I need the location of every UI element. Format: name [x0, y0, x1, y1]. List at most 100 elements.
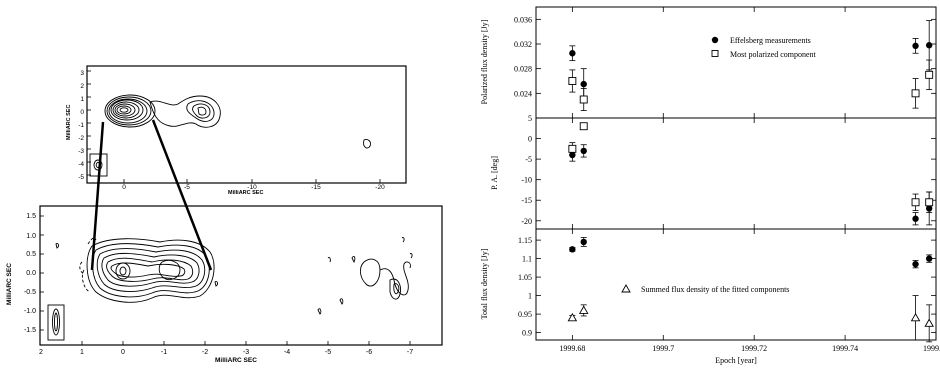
bottom-map-xtick: -1	[161, 349, 167, 356]
ytick-label: 0.032	[514, 40, 532, 49]
legend-polarized-marker	[711, 50, 719, 57]
data-point-triangle	[578, 305, 589, 314]
top-map-contours	[93, 94, 371, 171]
panel-polarized-ylabel: Polarized flux density [Jy]	[480, 19, 489, 104]
ytick-label: 0.036	[514, 15, 532, 24]
panel-pa-frame	[535, 117, 937, 230]
data-point-circle	[580, 147, 587, 155]
data-point-circle	[925, 255, 933, 262]
bottom-map-xtick: 2	[39, 349, 43, 356]
top-map-xticks: 0 -5 -10 -15 -20	[122, 184, 385, 191]
ytick-label: 0	[528, 135, 532, 144]
top-map-ytick: -2	[78, 135, 84, 142]
panel-total: Total flux density [Jy] 1.15 1.1 1.05 1 0.95…	[480, 228, 940, 365]
legend-summed-label: Summed flux density of the fitted compon…	[641, 285, 789, 294]
top-map-ytick: 0	[80, 109, 84, 116]
top-map-xtick: 0	[122, 184, 126, 191]
data-point-triangle	[910, 312, 921, 322]
panel-total-xlabel: Epoch [year]	[715, 356, 757, 365]
ytick-label: 1.1	[522, 255, 532, 264]
ytick-label: -20	[521, 217, 532, 226]
xtick-label: 1999.74	[832, 344, 858, 353]
panel-pa: P. A. [deg] 5 0 -5 -10 -15 -20	[490, 114, 937, 230]
data-point-circle	[912, 42, 919, 50]
bottom-map-xtick: -6	[366, 349, 372, 356]
data-point-square	[925, 70, 934, 79]
panel-pa-ylabel: P. A. [deg]	[490, 156, 499, 190]
data-point-circle	[912, 215, 919, 222]
data-point-circle	[580, 80, 587, 88]
top-map-ytick: -5	[78, 174, 84, 181]
legend-effelsberg-marker	[711, 36, 719, 44]
top-map-ytick: -1	[78, 122, 84, 129]
panel-polarized-yaxis: 0.036 0.032 0.028 0.024	[514, 7, 937, 118]
panel-pa-yaxis: 5 0 -5 -10 -15 -20	[521, 114, 937, 229]
bottom-map-ytick: 0.0	[26, 270, 36, 277]
xtick-label: 1999.72	[741, 344, 767, 353]
top-map-xtick: -5	[184, 184, 190, 191]
bottom-map-contours	[52, 237, 413, 336]
ytick-label: 0.95	[518, 310, 532, 319]
bottom-map-frame	[39, 205, 443, 346]
bottom-map-ytick: -0.5	[24, 289, 36, 296]
xtick-label: 1999.7	[652, 344, 674, 353]
bottom-map-tickmarks	[40, 215, 411, 345]
bottom-map-xtick: -3	[243, 349, 249, 356]
ytick-label: -10	[521, 176, 532, 185]
panel-polarized-legend: Effelsberg measurements Most polarized c…	[711, 36, 817, 59]
top-map-xlabel: MilliARC SEC	[228, 190, 263, 196]
ytick-label: -5	[525, 155, 532, 164]
top-map-ylabel: MilliARC SEC	[66, 105, 72, 140]
bottom-map-xtick: -5	[325, 349, 331, 356]
legend-effelsberg-label: Effelsberg measurements	[730, 36, 811, 45]
bottom-map-xtick: -2	[202, 349, 208, 356]
panel-polarized-marks	[568, 20, 934, 111]
data-point-square	[579, 122, 588, 131]
panel-total-xaxis: 1999.68 1999.7 1999.72 1999.74 1999.76	[559, 344, 940, 353]
xtick-label: 1999.76	[923, 344, 940, 353]
top-map-yticks: 3 2 1 0 -1 -2 -3 -4 -5	[78, 70, 84, 181]
top-map-ytick: 2	[80, 83, 84, 90]
bottom-map-xtick: 1	[80, 349, 84, 356]
ytick-label: 0.028	[514, 65, 532, 74]
panel-total-frame	[535, 228, 937, 341]
panel-total-legend: Summed flux density of the fitted compon…	[621, 284, 789, 294]
data-point-square	[911, 198, 920, 207]
top-map-frame	[86, 65, 407, 184]
panel-polarized-frame	[535, 6, 937, 119]
data-point-square	[568, 77, 577, 85]
bottom-map-xtick: 0	[121, 349, 125, 356]
bottom-map-ylabel: MilliARC SEC	[6, 263, 13, 305]
panel-total-marks	[567, 237, 934, 343]
top-map-ytick: -3	[78, 148, 84, 155]
bottom-map-beam-box	[47, 304, 65, 341]
data-point-square	[911, 89, 920, 98]
ytick-label: 0.9	[522, 329, 532, 338]
panel-total-ylabel: Total flux density [Jy]	[480, 248, 489, 319]
top-map: MilliARC SEC MilliARC SEC 3 2 1 0 -1 -2 …	[66, 65, 407, 196]
top-map-tickmarks	[87, 70, 381, 183]
data-point-triangle	[924, 318, 934, 327]
top-map-ytick: 3	[80, 70, 84, 77]
ytick-label: 1.05	[518, 273, 532, 282]
panel-polarized: Polarized flux density [Jy] 0.036 0.032 0.…	[480, 6, 937, 119]
bottom-map-xtick: -4	[284, 349, 290, 356]
top-map-ytick: 1	[80, 96, 84, 103]
data-point-circle	[912, 260, 919, 268]
bottom-map-xtick: -7	[407, 349, 413, 356]
data-point-square	[579, 95, 588, 104]
bottom-map: MilliARC SEC MilliARC SEC 1.5 1.0 0.5 0.…	[6, 205, 443, 364]
panel-pa-marks	[568, 122, 934, 226]
bottom-map-ytick: -1.5	[24, 327, 36, 334]
data-point-triangle	[567, 312, 578, 322]
data-point-circle	[569, 50, 576, 57]
data-point-square	[568, 144, 577, 153]
top-map-xtick: -20	[375, 184, 385, 191]
bottom-map-yticks: 1.5 1.0 0.5 0.0 -0.5 -1.0 -1.5	[24, 213, 36, 334]
ytick-label: -15	[521, 196, 532, 205]
ytick-label: 1	[528, 292, 532, 301]
bottom-map-xlabel: MilliARC SEC	[215, 357, 257, 364]
data-point-circle	[569, 246, 576, 253]
legend-polarized-label: Most polarized component	[730, 50, 817, 59]
bottom-map-ytick: 1.5	[26, 213, 36, 220]
